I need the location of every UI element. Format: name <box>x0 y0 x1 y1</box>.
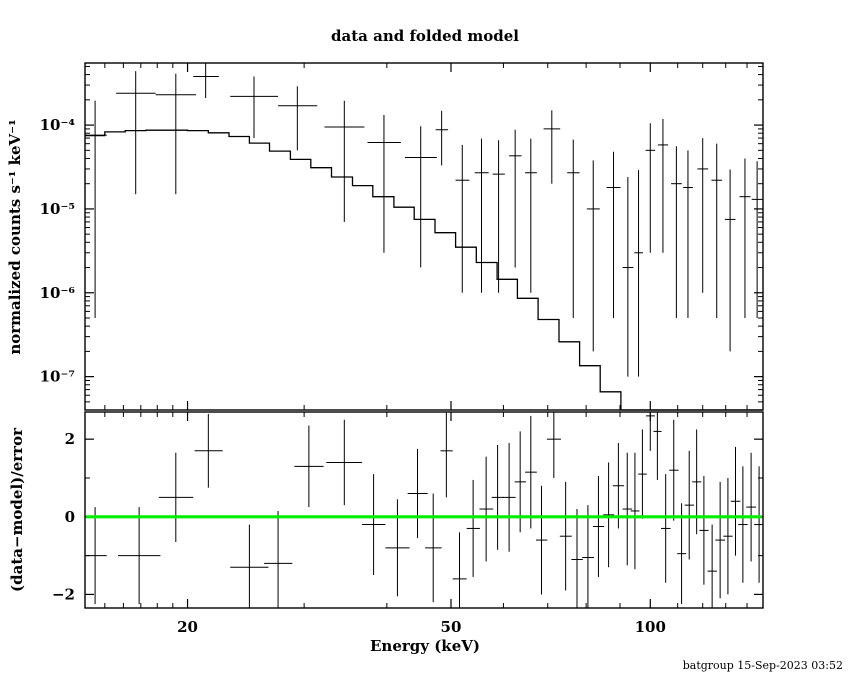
errorbar-point <box>567 139 580 319</box>
errorbar-point <box>491 444 504 550</box>
errorbar-point <box>194 413 223 488</box>
errorbar-point <box>683 150 693 319</box>
errorbar-point <box>367 114 401 253</box>
errorbar-point <box>452 532 467 608</box>
errorbar-point <box>723 477 733 595</box>
errorbar-point <box>592 476 605 577</box>
errorbar-point <box>85 100 107 319</box>
errorbar-point <box>746 452 757 562</box>
errorbar-point <box>586 160 600 352</box>
residual-panel: 20−220 50 100 <box>52 411 764 636</box>
errorbar-point <box>669 419 679 521</box>
errorbar-point <box>479 456 494 562</box>
errorbar-point <box>603 462 615 568</box>
errorbar-point <box>730 446 741 556</box>
errorbar-point <box>158 452 194 543</box>
errorbar-point <box>230 76 279 139</box>
errorbar-point <box>697 138 709 293</box>
errorbar-point <box>677 503 687 605</box>
errorbar-point <box>404 126 437 268</box>
errorbar-point <box>155 73 197 195</box>
errorbar-point <box>724 169 736 352</box>
residual-axes-frame <box>84 411 764 609</box>
errorbar-point <box>645 412 655 451</box>
spectrum-panel: 10⁻⁴ 10⁻⁵ 10⁻⁶ 10⁻⁷ <box>40 62 764 411</box>
errorbar-point <box>116 71 156 195</box>
errorbar-point <box>474 138 489 293</box>
errorbar-point <box>502 443 516 552</box>
errorbar-point <box>634 170 644 377</box>
errorbar-point <box>543 110 561 184</box>
errorbar-point <box>326 419 363 506</box>
errorbar-point <box>435 110 449 166</box>
errorbar-point <box>751 161 763 319</box>
x-tick-label: 100 <box>635 618 666 636</box>
errorbar-point <box>622 177 634 377</box>
x-axis-label: Energy (keV) <box>370 637 480 655</box>
errorbar-point <box>324 100 365 222</box>
errorbar-point <box>638 429 647 519</box>
errorbar-point <box>612 443 625 529</box>
errorbar-point <box>466 479 480 577</box>
res-y-tick-label: 0 <box>65 508 75 526</box>
spectrum-data-points <box>85 63 763 377</box>
errorbar-point <box>407 448 428 539</box>
errorbar-point <box>754 466 763 583</box>
x-tick-label: 20 <box>177 618 198 636</box>
res-y-tick-label: 2 <box>65 430 75 448</box>
errorbar-point <box>630 452 640 570</box>
errorbar-point <box>230 524 269 608</box>
errorbar-point <box>117 507 161 605</box>
errorbar-point <box>278 86 318 151</box>
errorbar-point <box>653 412 662 480</box>
errorbar-point <box>193 63 219 99</box>
errorbar-point <box>525 138 537 293</box>
errorbar-point <box>738 466 748 583</box>
y-axis-label-spectrum: normalized counts s⁻¹ keV⁻¹ <box>6 119 24 354</box>
errorbar-point <box>455 144 470 293</box>
res-y-tick-label: −2 <box>52 585 75 603</box>
y-tick-label: 10⁻⁶ <box>40 284 76 302</box>
errorbar-point <box>362 474 386 576</box>
errorbar-point <box>294 425 324 508</box>
x-tick-label: 50 <box>441 618 462 636</box>
errorbar-point <box>707 524 717 608</box>
model-step-curve <box>85 129 763 411</box>
y-axis-label-residuals: (data−model)/error <box>8 427 26 592</box>
errorbar-point <box>671 146 682 319</box>
y-tick-label: 10⁻⁴ <box>40 116 76 134</box>
errorbar-point <box>739 158 751 319</box>
errorbar-point <box>440 412 453 498</box>
errorbar-point <box>546 412 561 478</box>
errorbar-point <box>492 140 505 293</box>
timestamp-stamp: batgroup 15-Sep-2023 03:52 <box>683 659 843 672</box>
errorbar-point <box>85 507 107 605</box>
errorbar-point <box>509 129 522 268</box>
residual-data-points <box>85 412 763 608</box>
errorbar-point <box>525 415 537 529</box>
errorbar-point <box>657 119 669 253</box>
errorbar-point <box>264 510 293 608</box>
y-tick-label: 10⁻⁵ <box>40 200 75 218</box>
errorbar-point <box>559 481 572 591</box>
errorbar-point <box>645 123 656 253</box>
errorbar-point <box>684 450 694 560</box>
page-title: data and folded model <box>331 27 519 45</box>
errorbar-point <box>699 476 709 585</box>
errorbar-point <box>535 485 548 595</box>
errorbar-point <box>661 474 671 583</box>
errorbar-point <box>571 509 583 608</box>
y-tick-label: 10⁻⁷ <box>40 368 75 386</box>
errorbar-point <box>711 143 723 319</box>
errorbar-point <box>622 452 633 566</box>
errorbar-point <box>606 151 621 319</box>
errorbar-point <box>425 493 442 603</box>
spectrum-axes-frame <box>84 62 764 411</box>
errorbar-point <box>715 481 726 599</box>
errorbar-point <box>582 505 594 608</box>
